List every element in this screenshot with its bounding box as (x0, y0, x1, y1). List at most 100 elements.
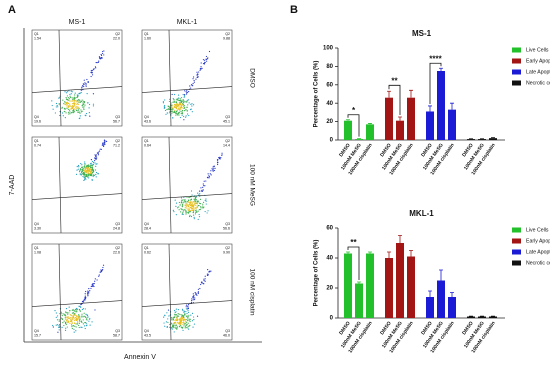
event-dot (85, 115, 87, 117)
event-dot (181, 112, 184, 114)
event-dot (180, 104, 182, 106)
event-dot (78, 166, 80, 168)
event-dot (191, 105, 193, 107)
quadrant-name: Q1 (144, 32, 149, 36)
event-dot (69, 103, 71, 105)
bar (355, 283, 363, 318)
event-dot (81, 313, 83, 315)
event-dot (169, 106, 171, 108)
event-dot (187, 322, 189, 324)
event-dot (58, 96, 60, 99)
quadrant-name: Q1 (144, 246, 149, 250)
event-dot (103, 145, 105, 148)
event-dot (196, 76, 198, 78)
event-dot (190, 198, 193, 200)
event-dot (163, 106, 165, 108)
event-dot (84, 175, 86, 177)
event-dot (80, 174, 82, 176)
event-dot (182, 99, 184, 101)
event-dot (75, 330, 77, 332)
event-dot (68, 312, 70, 314)
event-dot (178, 97, 180, 99)
event-dot (75, 314, 77, 316)
event-dot (206, 58, 208, 61)
quadrant-gate (141, 86, 233, 93)
event-dot (81, 87, 83, 89)
event-dot (65, 97, 67, 99)
event-dot (193, 295, 195, 297)
event-dot (84, 327, 86, 330)
event-dot (94, 162, 96, 164)
event-dot (198, 71, 200, 73)
event-dot (59, 114, 61, 117)
event-dot (181, 212, 184, 214)
event-dot (197, 75, 199, 78)
bar (355, 139, 363, 140)
event-dot (164, 314, 166, 316)
event-dot (193, 81, 195, 83)
event-dot (185, 210, 187, 212)
quadrant-name: Q2 (225, 246, 230, 250)
event-dot (101, 269, 104, 271)
event-dot (84, 165, 86, 167)
legend-label: Live Cells (526, 227, 549, 233)
event-dot (186, 207, 188, 209)
event-dot (193, 209, 195, 211)
event-dot (162, 102, 165, 104)
event-dot (57, 331, 59, 333)
event-dot (82, 102, 84, 104)
event-dot (173, 211, 175, 213)
event-dot (175, 323, 177, 325)
event-dot (95, 154, 98, 156)
event-dot (70, 318, 72, 321)
event-dot (100, 54, 103, 56)
event-dot (77, 109, 79, 111)
event-dot (91, 321, 93, 323)
event-dot (76, 314, 78, 317)
event-dot (186, 211, 188, 214)
event-dot (204, 210, 206, 213)
event-dot (207, 269, 209, 271)
event-dot (182, 204, 184, 206)
event-dot (76, 109, 78, 112)
event-dot (58, 319, 60, 321)
event-dot (67, 99, 69, 101)
event-dot (221, 154, 223, 156)
event-dot (195, 202, 197, 204)
significance-bracket (347, 246, 360, 280)
event-dot (177, 309, 179, 311)
event-dot (217, 161, 219, 163)
event-dot (103, 139, 106, 141)
event-dot (181, 107, 183, 109)
event-dot (84, 296, 86, 299)
event-dot (73, 331, 75, 333)
event-dot (192, 82, 194, 85)
event-dot (208, 177, 210, 179)
event-dot (86, 176, 89, 178)
event-dot (80, 166, 83, 168)
event-dot (182, 102, 184, 105)
event-dot (84, 170, 86, 173)
event-dot (174, 106, 176, 108)
event-dot (190, 108, 192, 110)
event-dot (192, 293, 194, 295)
event-dot (185, 304, 188, 306)
event-dot (213, 169, 216, 172)
legend-label: Late Apoptosis (526, 69, 550, 75)
panel-label: B (290, 4, 298, 16)
event-dot (77, 99, 80, 101)
event-dot (92, 175, 94, 178)
event-dot (66, 91, 68, 93)
event-dot (75, 311, 77, 313)
event-dot (61, 315, 63, 317)
bar (478, 316, 486, 318)
event-dot (196, 203, 198, 205)
event-dot (186, 89, 188, 91)
event-dot (74, 325, 76, 327)
event-dot (83, 176, 85, 178)
event-dot (80, 303, 83, 305)
event-dot (70, 324, 73, 326)
event-dot (79, 310, 81, 312)
event-dot (191, 206, 193, 208)
event-dot (172, 107, 174, 110)
